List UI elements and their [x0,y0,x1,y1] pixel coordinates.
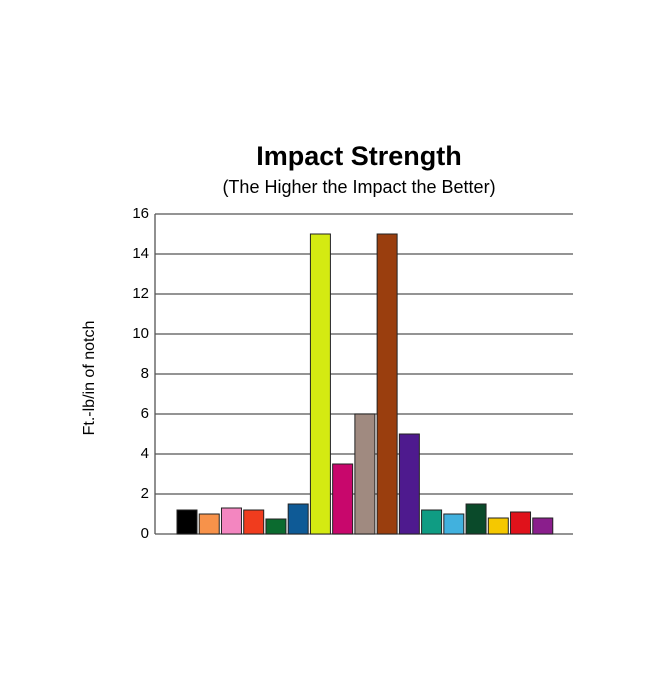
bar [176,509,198,535]
bar [421,509,443,535]
y-tick-label: 14 [132,245,149,262]
y-tick-label: 10 [132,325,149,342]
bar [398,433,420,535]
y-axis-label: Ft.-lb/in of notch [81,321,98,436]
chart-subtitle: (The Higher the Impact the Better) [222,177,495,197]
y-tick-label: 4 [141,445,149,462]
bar [376,233,398,535]
bar [354,413,376,535]
y-tick-label: 12 [132,285,149,302]
y-tick-label: 8 [141,365,149,382]
bar [465,503,487,535]
y-tick-label: 16 [132,205,149,222]
bar [198,513,220,535]
bar [332,463,354,535]
bar [487,517,509,535]
bar [287,503,309,535]
bar [220,507,242,535]
bar [532,517,554,535]
bar [510,511,532,535]
bar [265,518,287,535]
chart-title: Impact Strength [256,141,462,171]
bar [443,513,465,535]
y-tick-label: 2 [141,485,149,502]
bar [243,509,265,535]
bar [309,233,331,535]
y-tick-label: 6 [141,405,149,422]
y-tick-label: 0 [141,525,149,542]
